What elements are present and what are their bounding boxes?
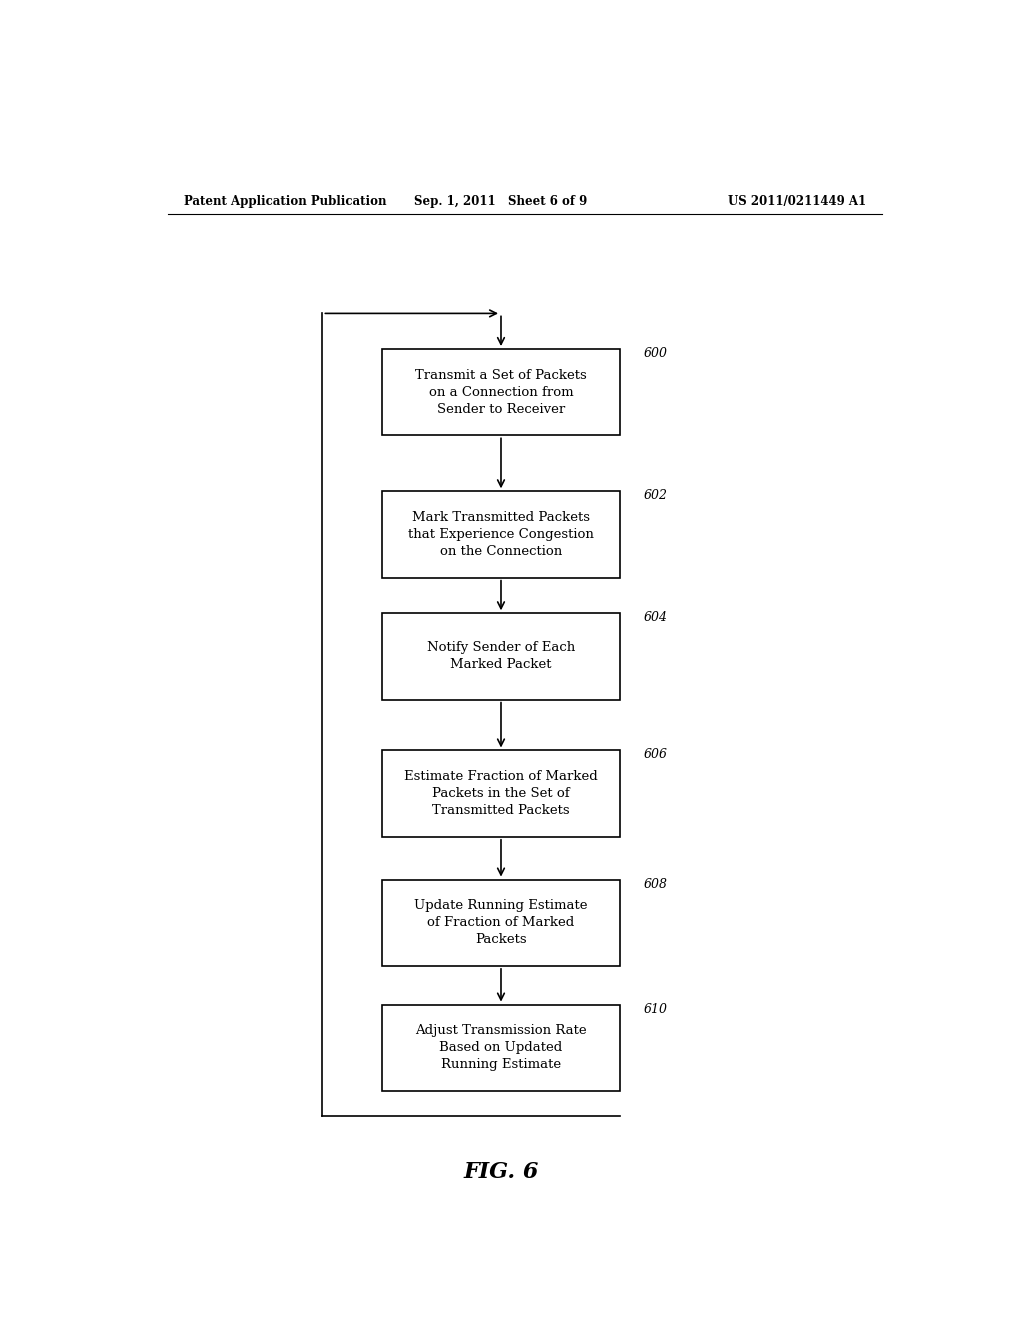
Bar (382, 879, 620, 966)
Text: 606: 606 (644, 748, 668, 762)
Bar (382, 348, 620, 436)
Text: FIG. 6: FIG. 6 (463, 1162, 539, 1183)
Text: Update Running Estimate
of Fraction of Marked
Packets: Update Running Estimate of Fraction of M… (415, 899, 588, 946)
Text: Adjust Transmission Rate
Based on Updated
Running Estimate: Adjust Transmission Rate Based on Update… (415, 1024, 587, 1072)
Text: 602: 602 (644, 490, 668, 502)
Bar (382, 1005, 620, 1090)
Text: 604: 604 (644, 611, 668, 624)
Text: US 2011/0211449 A1: US 2011/0211449 A1 (728, 194, 866, 207)
Bar (382, 751, 620, 837)
Text: Transmit a Set of Packets
on a Connection from
Sender to Receiver: Transmit a Set of Packets on a Connectio… (415, 368, 587, 416)
Text: Estimate Fraction of Marked
Packets in the Set of
Transmitted Packets: Estimate Fraction of Marked Packets in t… (404, 770, 598, 817)
Text: 610: 610 (644, 1002, 668, 1015)
Text: Mark Transmitted Packets
that Experience Congestion
on the Connection: Mark Transmitted Packets that Experience… (408, 511, 594, 558)
Bar (382, 614, 620, 700)
Text: 608: 608 (644, 878, 668, 891)
Text: Patent Application Publication: Patent Application Publication (183, 194, 386, 207)
Text: Sep. 1, 2011   Sheet 6 of 9: Sep. 1, 2011 Sheet 6 of 9 (415, 194, 588, 207)
Text: 600: 600 (644, 347, 668, 360)
Text: Notify Sender of Each
Marked Packet: Notify Sender of Each Marked Packet (427, 642, 575, 672)
Bar (382, 491, 620, 578)
